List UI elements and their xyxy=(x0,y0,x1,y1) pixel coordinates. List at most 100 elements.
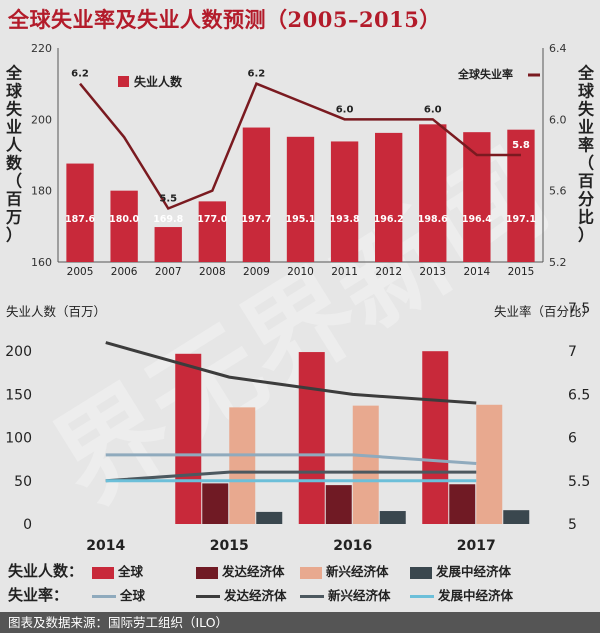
bar-data-label: 180.0 xyxy=(109,214,139,225)
bar xyxy=(202,483,229,524)
line-data-label: 5.8 xyxy=(512,140,530,151)
bar xyxy=(419,124,447,263)
x-tick-label: 2015 xyxy=(210,538,249,554)
x-tick-label: 2010 xyxy=(287,266,314,278)
y-tick-left-label: 220 xyxy=(31,42,52,55)
legend-row-label: 失业率： xyxy=(8,586,69,604)
bar-data-label: 195.1 xyxy=(285,214,315,225)
rate-line xyxy=(79,82,521,211)
y-axis-left-title: 全 xyxy=(5,64,23,83)
bar xyxy=(175,353,202,524)
legend-swatch xyxy=(410,595,434,598)
legend-item: 新兴经济体 xyxy=(300,561,389,580)
bar-data-label: 196.4 xyxy=(462,214,492,225)
legend-label-line: 全球失业率 xyxy=(457,67,513,81)
y-tick-right-label: 5.5 xyxy=(568,474,590,490)
bar-data-label: 196.2 xyxy=(374,214,404,225)
y-tick-right-label: 5.2 xyxy=(549,256,567,269)
legend-swatch xyxy=(92,566,114,579)
y-tick-right-label: 5.6 xyxy=(549,185,567,198)
bar xyxy=(198,201,226,262)
y-axis-right-title: 失 xyxy=(578,100,595,119)
bar xyxy=(476,404,503,524)
legend-swatch xyxy=(196,595,220,598)
legend-item: 发展中经济体 xyxy=(410,561,511,580)
rate-line xyxy=(105,470,477,483)
legend-item-label: 全球 xyxy=(120,588,146,603)
bar xyxy=(330,141,359,262)
legend-item-label: 发展中经济体 xyxy=(436,564,512,579)
x-tick-label: 2008 xyxy=(199,266,226,278)
y-axis-right-title: 比 xyxy=(578,208,594,227)
y-tick-right-label: 6.4 xyxy=(549,42,567,55)
y-tick-left-label: 160 xyxy=(31,256,52,269)
x-tick-label: 2015 xyxy=(508,266,535,278)
chart-unemployment-forecast-2014-2017: 失业人数（百万） 失业率（百分比） 0 50 100 150 200 5 5.5 6 6.5 7 7.5… xyxy=(5,301,594,554)
bar xyxy=(325,485,352,524)
legend-item-label: 全球 xyxy=(118,564,144,579)
legend-item-label: 发达经济体 xyxy=(224,588,287,603)
bar xyxy=(256,511,283,524)
bar-data-label: 197.1 xyxy=(506,214,536,225)
bar-data-label: 169.8 xyxy=(153,214,183,225)
x-tick-label: 2012 xyxy=(375,266,402,278)
legend-item: 发达经济体 xyxy=(196,585,287,604)
bar xyxy=(352,405,379,524)
bar xyxy=(375,132,403,262)
bar xyxy=(379,511,406,524)
y-tick-right-label: 7.5 xyxy=(568,301,590,317)
y-axis-right-title: 球 xyxy=(578,82,595,101)
x-tick-label: 2013 xyxy=(419,266,446,278)
legend-item-label: 发展中经济体 xyxy=(438,588,514,603)
y-axis-left-title: 百 xyxy=(6,190,22,209)
y-axis-left-title: 失业人数（百万） xyxy=(6,304,106,319)
legend-item-label: 新兴经济体 xyxy=(328,588,391,603)
y-axis-left-title: 万 xyxy=(5,208,22,227)
y-axis-right-title: 率 xyxy=(578,136,594,155)
y-axis-left-title: 业 xyxy=(6,118,22,137)
legend-item: 全球 xyxy=(92,561,143,580)
x-tick-label: 2017 xyxy=(457,538,496,554)
y-axis-left-title: 人 xyxy=(6,136,23,155)
y-tick-right-label: 7 xyxy=(568,344,577,360)
x-tick-label: 2009 xyxy=(243,266,270,278)
legend-row-rate: 失业率： 全球 发达经济体 新兴经济体 发展中经济体 xyxy=(0,582,600,606)
y-tick-left-label: 200 xyxy=(31,113,52,126)
bottom-legend: 失业人数： 全球 发达经济体 新兴经济体 发展中经济体 失业率： 全球 发达经济… xyxy=(0,558,600,610)
legend-row-unemployed: 失业人数： 全球 发达经济体 新兴经济体 发展中经济体 xyxy=(0,558,600,582)
bar xyxy=(503,510,530,524)
y-tick-right-label: 6 xyxy=(568,431,577,447)
legend-item-label: 新兴经济体 xyxy=(326,564,389,579)
y-axis-left-title: 球 xyxy=(6,82,23,101)
bar-data-label: 187.6 xyxy=(65,214,95,225)
bar xyxy=(66,163,94,262)
y-axis-right-title: 业 xyxy=(578,118,594,137)
bar-data-label: 197.7 xyxy=(241,214,271,225)
y-tick-right-label: 6.0 xyxy=(549,113,567,126)
y-tick-left-label: 180 xyxy=(31,185,52,198)
y-axis-left-title: （ xyxy=(6,172,22,191)
y-tick-right-label: 5 xyxy=(568,517,577,533)
bar-data-label: 177.0 xyxy=(197,214,227,225)
bar xyxy=(154,227,182,262)
legend-item: 全球 xyxy=(92,585,145,604)
bar-data-label: 198.6 xyxy=(418,214,448,225)
bar xyxy=(242,127,271,262)
bar xyxy=(229,407,256,524)
y-tick-right-label: 6.5 xyxy=(568,387,590,403)
legend-item: 新兴经济体 xyxy=(300,585,391,604)
bar xyxy=(449,484,476,524)
line-data-label: 5.5 xyxy=(159,194,177,205)
bar xyxy=(507,129,535,262)
y-axis-right-title: 百 xyxy=(578,172,594,191)
y-axis-right-title: ） xyxy=(578,226,594,245)
source-footer: 图表及数据来源：国际劳工组织（ILO） xyxy=(0,612,600,633)
x-tick-label: 2006 xyxy=(111,266,138,278)
y-tick-left-label: 50 xyxy=(14,474,32,490)
legend-item: 发展中经济体 xyxy=(410,585,513,604)
x-tick-label: 2014 xyxy=(86,538,125,554)
line-data-label: 6.2 xyxy=(71,69,89,80)
legend-item: 发达经济体 xyxy=(196,561,285,580)
y-axis-right-title: 失业率（百分比） xyxy=(494,304,594,319)
chart-unemployment-2005-2015: 160 180 200 220 5.2 5.6 6.0 6.4 187.6 180.0 169.8 1… xyxy=(5,42,595,278)
